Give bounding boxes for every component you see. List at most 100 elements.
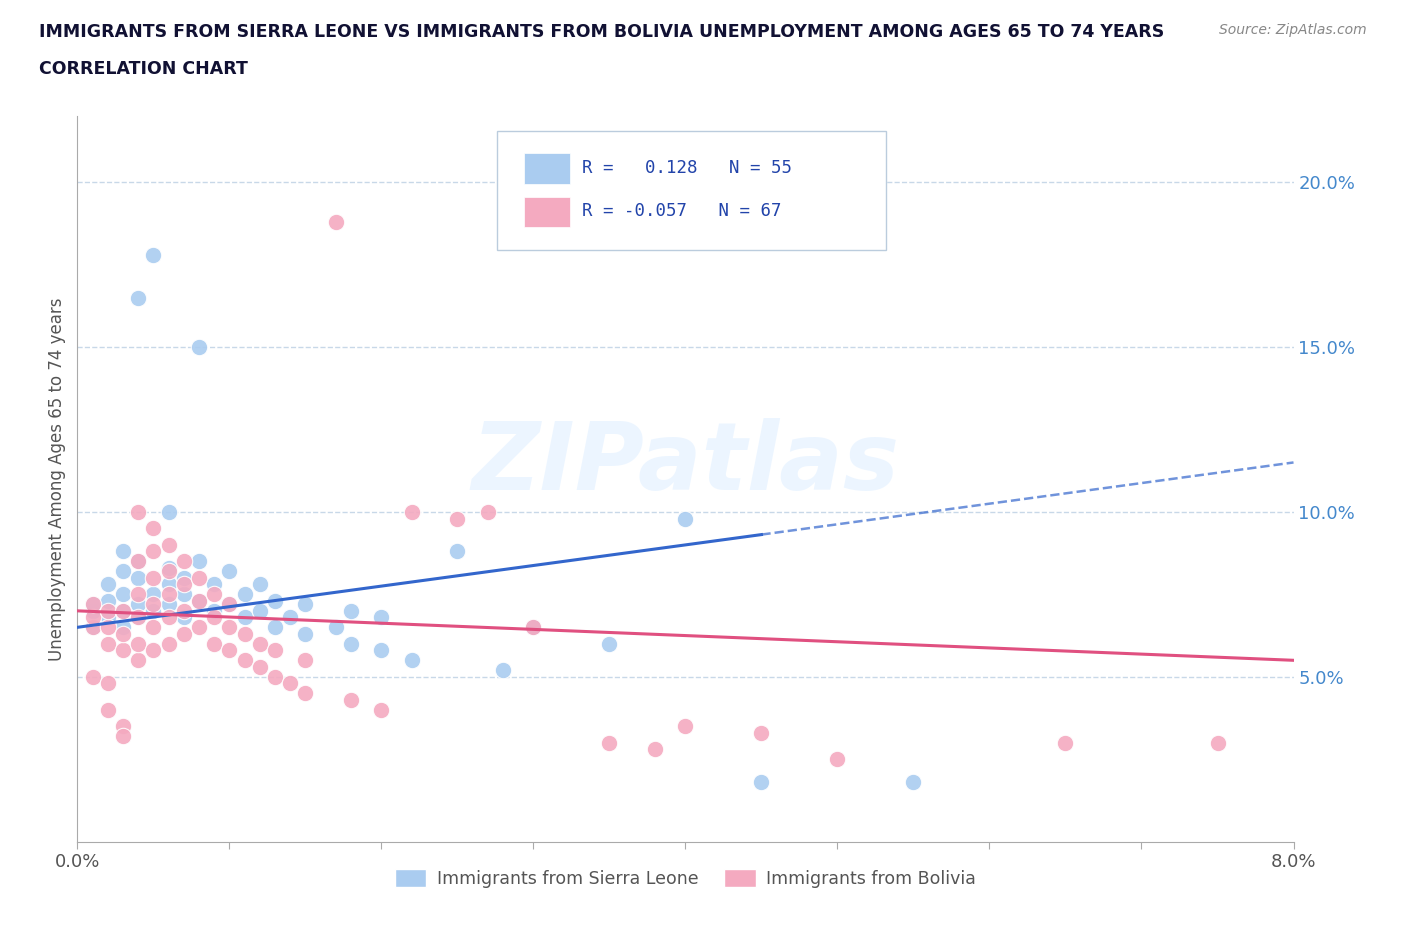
Point	[264, 620, 287, 635]
Point	[294, 597, 316, 612]
Point	[157, 561, 180, 576]
Point	[340, 693, 363, 708]
Point	[82, 597, 104, 612]
Point	[97, 676, 120, 691]
Point	[173, 604, 195, 618]
Point	[127, 587, 149, 602]
Point	[522, 620, 544, 635]
Point	[294, 627, 316, 642]
Point	[202, 587, 225, 602]
Bar	[523, 153, 569, 184]
Point	[294, 653, 316, 668]
Point	[522, 620, 544, 635]
Point	[249, 636, 271, 651]
Point	[675, 512, 697, 526]
Text: ZIPatlas: ZIPatlas	[471, 418, 900, 511]
Text: R = -0.057   N = 67: R = -0.057 N = 67	[582, 203, 782, 220]
Point	[97, 620, 120, 635]
Text: CORRELATION CHART: CORRELATION CHART	[39, 60, 249, 78]
Point	[827, 751, 849, 766]
FancyBboxPatch shape	[496, 131, 886, 250]
Point	[111, 544, 134, 559]
Point	[188, 570, 211, 585]
Point	[188, 593, 211, 608]
Point	[188, 554, 211, 569]
Point	[188, 593, 211, 608]
Point	[127, 554, 149, 569]
Point	[340, 604, 363, 618]
Text: R =   0.128   N = 55: R = 0.128 N = 55	[582, 159, 792, 177]
Point	[82, 670, 104, 684]
Point	[111, 604, 134, 618]
Point	[401, 504, 423, 519]
Point	[82, 610, 104, 625]
Point	[1054, 736, 1077, 751]
Point	[173, 587, 195, 602]
Point	[111, 604, 134, 618]
Point	[127, 504, 149, 519]
Point	[325, 620, 347, 635]
Point	[233, 627, 256, 642]
Point	[1206, 736, 1229, 751]
Point	[127, 653, 149, 668]
Point	[370, 610, 392, 625]
Point	[142, 604, 165, 618]
Point	[233, 653, 256, 668]
Point	[142, 620, 165, 635]
Point	[233, 610, 256, 625]
Point	[111, 719, 134, 734]
Point	[173, 627, 195, 642]
Point	[82, 620, 104, 635]
Point	[675, 719, 697, 734]
Point	[127, 610, 149, 625]
Point	[218, 597, 240, 612]
Point	[278, 610, 301, 625]
Point	[218, 620, 240, 635]
Point	[157, 597, 180, 612]
Point	[598, 636, 620, 651]
Point	[97, 577, 120, 591]
Point	[751, 725, 773, 740]
Point	[202, 636, 225, 651]
Point	[127, 554, 149, 569]
Point	[264, 643, 287, 658]
Point	[157, 587, 180, 602]
Point	[97, 604, 120, 618]
Text: Source: ZipAtlas.com: Source: ZipAtlas.com	[1219, 23, 1367, 37]
Point	[249, 659, 271, 674]
Point	[157, 636, 180, 651]
Point	[188, 339, 211, 354]
Point	[492, 663, 515, 678]
Point	[325, 214, 347, 229]
Point	[142, 521, 165, 536]
Point	[127, 610, 149, 625]
Point	[401, 653, 423, 668]
Point	[598, 736, 620, 751]
Point	[142, 544, 165, 559]
Point	[188, 620, 211, 635]
Point	[446, 512, 468, 526]
Point	[340, 636, 363, 651]
Legend: Immigrants from Sierra Leone, Immigrants from Bolivia: Immigrants from Sierra Leone, Immigrants…	[388, 862, 983, 895]
Y-axis label: Unemployment Among Ages 65 to 74 years: Unemployment Among Ages 65 to 74 years	[48, 298, 66, 660]
Point	[264, 593, 287, 608]
Point	[97, 593, 120, 608]
Point	[127, 597, 149, 612]
Point	[202, 610, 225, 625]
Point	[218, 597, 240, 612]
Point	[370, 702, 392, 717]
Point	[142, 597, 165, 612]
Point	[127, 290, 149, 305]
Point	[157, 504, 180, 519]
Point	[142, 570, 165, 585]
Point	[477, 504, 499, 519]
Point	[173, 570, 195, 585]
Point	[264, 670, 287, 684]
Point	[173, 577, 195, 591]
Point	[233, 587, 256, 602]
Point	[202, 604, 225, 618]
Point	[97, 702, 120, 717]
Bar	[523, 197, 569, 227]
Point	[82, 597, 104, 612]
Text: IMMIGRANTS FROM SIERRA LEONE VS IMMIGRANTS FROM BOLIVIA UNEMPLOYMENT AMONG AGES : IMMIGRANTS FROM SIERRA LEONE VS IMMIGRAN…	[39, 23, 1164, 41]
